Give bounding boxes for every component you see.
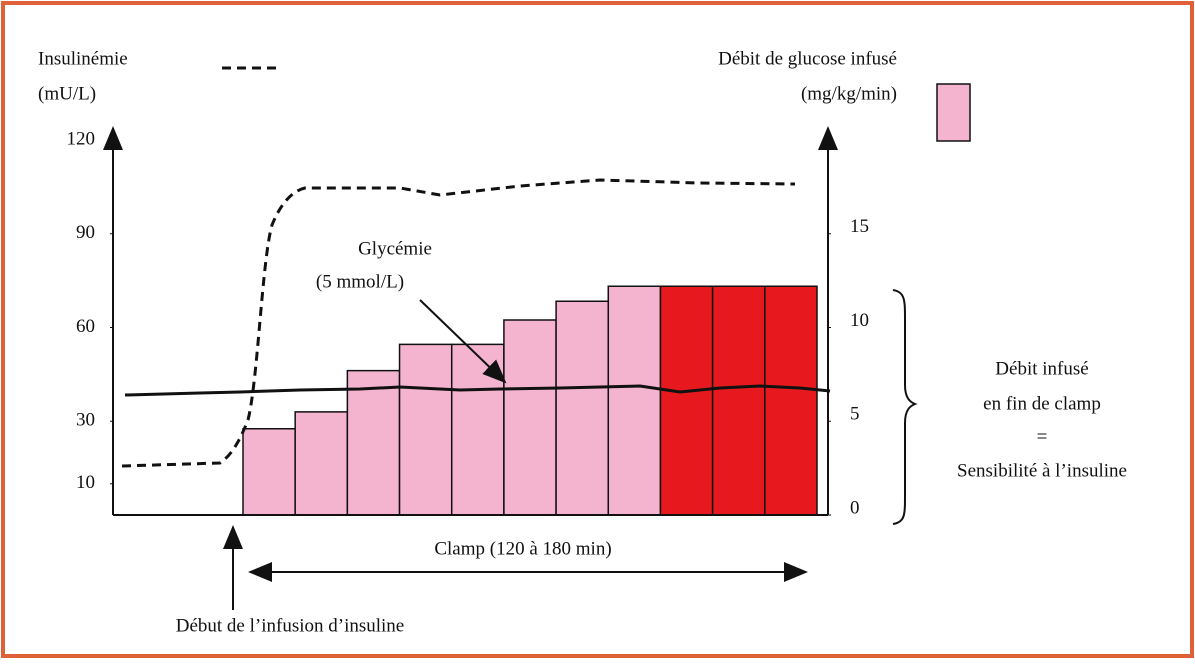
y2-label: (mg/kg/min) [801, 83, 897, 104]
y2-tick-label: 15 [850, 216, 869, 237]
bar [294, 411, 349, 516]
bar [398, 343, 453, 516]
annotation-arrow [419, 299, 507, 384]
y2-tick-label: 5 [850, 404, 860, 425]
bar [503, 319, 557, 516]
y-label: (mU/L) [38, 83, 96, 104]
y2-tick-label: 0 [850, 497, 860, 518]
bar [242, 428, 296, 516]
y-tick-label: 90 [76, 222, 95, 243]
annotation: en fin de clamp [983, 393, 1101, 414]
y-label: Insulinémie [38, 48, 128, 69]
annotation: Débit infusé [995, 358, 1088, 379]
annotation: = [1037, 426, 1048, 447]
annotation: Clamp (120 à 180 min) [434, 538, 611, 559]
y-tick-label: 10 [76, 472, 95, 493]
bar [555, 300, 610, 516]
y-tick-label: 120 [67, 128, 96, 149]
y-tick-label: 60 [76, 316, 95, 337]
bar [764, 285, 818, 516]
bar [659, 285, 714, 516]
bar [346, 369, 401, 516]
annotation: Début de l’infusion d’insuline [176, 615, 405, 636]
glycemia-curve [124, 384, 831, 397]
brace [892, 289, 918, 525]
bar [711, 285, 766, 516]
bar [607, 285, 662, 516]
insulin-curve [121, 178, 796, 468]
legend-swatch [936, 83, 971, 142]
annotation: Glycémie [358, 238, 432, 259]
bar [450, 343, 505, 516]
y2-tick-label: 10 [850, 310, 869, 331]
y-tick-label: 30 [76, 410, 95, 431]
annotation: (5 mmol/L) [316, 271, 404, 292]
annotation: Sensibilité à l’insuline [957, 460, 1127, 481]
y2-label: Débit de glucose infusé [718, 48, 897, 69]
